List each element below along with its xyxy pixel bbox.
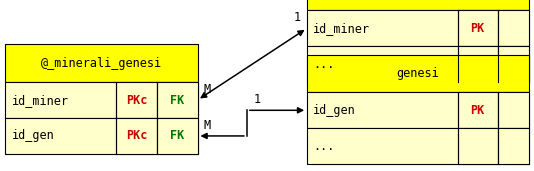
Text: PK: PK — [470, 104, 485, 117]
Bar — [458, 92, 498, 128]
Bar — [307, 128, 529, 164]
Bar — [458, 10, 498, 46]
Bar — [5, 118, 198, 154]
Text: id_miner: id_miner — [313, 22, 371, 35]
Text: id_gen: id_gen — [12, 129, 54, 142]
Text: M: M — [204, 119, 211, 132]
Bar — [458, 46, 498, 82]
Bar — [307, 0, 529, 10]
Bar — [307, 92, 529, 128]
Bar — [157, 82, 198, 118]
Bar — [498, 128, 529, 164]
Text: PKc: PKc — [126, 94, 147, 107]
Bar — [498, 46, 529, 82]
Bar — [307, 46, 529, 82]
Text: PK: PK — [470, 22, 485, 35]
Bar — [307, 55, 529, 92]
Bar — [307, 10, 529, 46]
Bar — [5, 82, 198, 118]
Text: 1: 1 — [294, 11, 301, 24]
Text: ...: ... — [313, 58, 335, 71]
Text: FK: FK — [170, 129, 185, 142]
Bar — [498, 10, 529, 46]
Bar — [458, 128, 498, 164]
Bar — [498, 92, 529, 128]
Bar — [116, 118, 157, 154]
Text: 1: 1 — [253, 93, 261, 106]
Text: @_minerali_genesi: @_minerali_genesi — [41, 57, 162, 70]
Bar — [157, 118, 198, 154]
Text: id_gen: id_gen — [313, 104, 356, 117]
Text: M: M — [204, 83, 211, 96]
Text: PKc: PKc — [126, 129, 147, 142]
Bar — [5, 44, 198, 82]
Text: ...: ... — [313, 140, 335, 153]
Text: genesi: genesi — [396, 67, 439, 80]
Text: FK: FK — [170, 94, 185, 107]
Bar — [116, 82, 157, 118]
Text: id_miner: id_miner — [12, 94, 69, 107]
